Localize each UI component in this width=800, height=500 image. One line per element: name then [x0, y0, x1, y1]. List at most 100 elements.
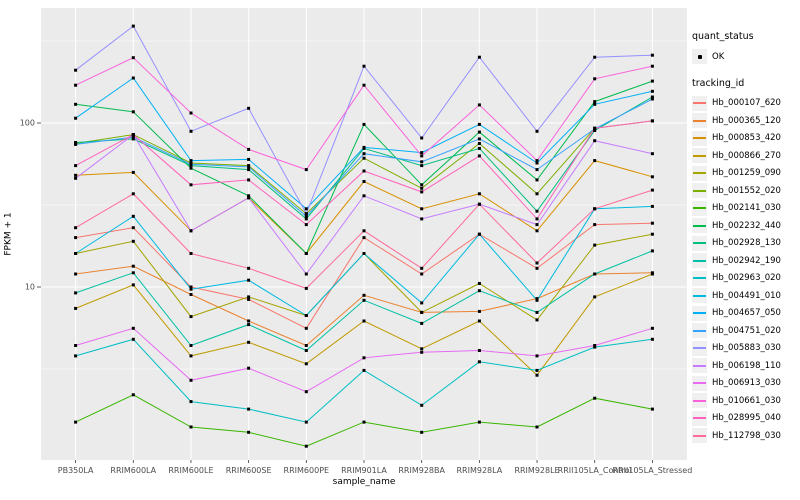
data-point	[593, 139, 597, 143]
data-point	[420, 186, 424, 190]
data-point	[189, 162, 193, 166]
legend-key-line-icon	[693, 364, 706, 367]
data-point	[362, 319, 366, 323]
data-point	[535, 168, 539, 172]
data-point	[362, 293, 366, 297]
data-point	[131, 133, 135, 137]
data-point	[420, 430, 424, 434]
data-point	[650, 64, 654, 68]
legend-item-Hb_112798_030: Hb_112798_030	[692, 427, 798, 445]
data-point	[304, 272, 308, 276]
legend-item-Hb_002232_440: Hb_002232_440	[692, 217, 798, 235]
legend-item-label: Hb_000853_420	[712, 133, 781, 144]
data-point	[304, 326, 308, 330]
data-point	[74, 236, 78, 240]
data-point	[304, 168, 308, 172]
data-point	[74, 272, 78, 276]
data-point	[304, 286, 308, 290]
data-point	[304, 349, 308, 352]
data-point	[247, 407, 251, 411]
data-point	[535, 159, 539, 163]
legend-item-label: Hb_001259_090	[712, 168, 781, 179]
legend-key-swatch	[692, 253, 707, 269]
data-point	[535, 178, 539, 182]
data-point	[650, 204, 654, 208]
data-point	[304, 362, 308, 366]
data-point	[74, 344, 78, 347]
data-point	[420, 301, 424, 305]
data-point	[74, 102, 78, 106]
data-point	[304, 420, 308, 424]
x-tick-label: RRIM600LE	[168, 466, 213, 475]
legend-key-line-icon	[693, 189, 706, 192]
data-point	[650, 95, 654, 99]
data-point	[362, 64, 366, 68]
series-points-Hb_002942_190	[74, 249, 654, 352]
data-point	[420, 217, 424, 221]
series-points-Hb_004657_050	[74, 76, 654, 211]
data-point	[477, 349, 481, 352]
legend-item-Hb_000107_620: Hb_000107_620	[692, 95, 798, 113]
data-point	[593, 55, 597, 59]
data-point	[535, 368, 539, 372]
data-point	[650, 188, 654, 192]
legend-item-label: Hb_002942_190	[712, 255, 781, 266]
legend-key-swatch	[692, 183, 707, 199]
legend-key-swatch	[692, 358, 707, 374]
data-point	[74, 173, 78, 177]
data-point	[189, 378, 193, 382]
data-point	[535, 217, 539, 221]
legend-item-Hb_028995_040: Hb_028995_040	[692, 410, 798, 428]
legend-item-Hb_000866_270: Hb_000866_270	[692, 147, 798, 165]
data-point	[74, 354, 78, 358]
legend-key-line-icon	[693, 172, 706, 175]
data-point	[247, 147, 251, 151]
data-point	[650, 326, 654, 330]
legend-item-Hb_005883_030: Hb_005883_030	[692, 340, 798, 358]
data-point	[477, 420, 481, 424]
data-point	[74, 252, 78, 255]
legend-key-line-icon	[693, 347, 706, 350]
data-point	[304, 214, 308, 218]
data-point	[535, 318, 539, 322]
data-point	[362, 145, 366, 149]
legend-key-swatch	[692, 288, 707, 304]
data-point	[593, 295, 597, 299]
data-point	[247, 430, 251, 434]
data-point	[74, 291, 78, 295]
legend-key-ok	[692, 49, 707, 65]
legend-key-line-icon	[693, 137, 706, 140]
legend-key-line-icon	[693, 312, 706, 315]
legend-item-label: Hb_002963_020	[712, 273, 781, 284]
legend-key-swatch	[692, 375, 707, 391]
legend-key-line-icon	[693, 294, 706, 297]
data-point	[477, 146, 481, 150]
data-point	[650, 337, 654, 341]
data-point	[420, 190, 424, 194]
data-point	[247, 366, 251, 370]
data-point	[362, 194, 366, 198]
legend: quant_status OK tracking_id Hb_000107_62…	[692, 30, 798, 445]
legend-item-label: Hb_004491_010	[712, 290, 781, 301]
data-point	[535, 161, 539, 165]
legend-key-swatch	[692, 428, 707, 444]
data-point	[477, 192, 481, 196]
data-point	[535, 261, 539, 265]
data-point	[304, 344, 308, 347]
legend-item-Hb_006198_110: Hb_006198_110	[692, 357, 798, 375]
data-point	[189, 285, 193, 289]
data-point	[535, 129, 539, 133]
data-point	[420, 310, 424, 314]
data-point	[247, 157, 251, 161]
data-point	[74, 226, 78, 230]
series-points-Hb_000107_620	[74, 221, 654, 330]
data-point	[477, 137, 481, 141]
data-point	[362, 229, 366, 233]
legend-key-line-icon	[693, 277, 706, 280]
legend-key-line-icon	[693, 154, 706, 157]
data-point	[535, 297, 539, 301]
data-point	[131, 137, 135, 141]
legend-item-Hb_004491_010: Hb_004491_010	[692, 287, 798, 305]
series-points-Hb_002963_020	[74, 337, 654, 424]
